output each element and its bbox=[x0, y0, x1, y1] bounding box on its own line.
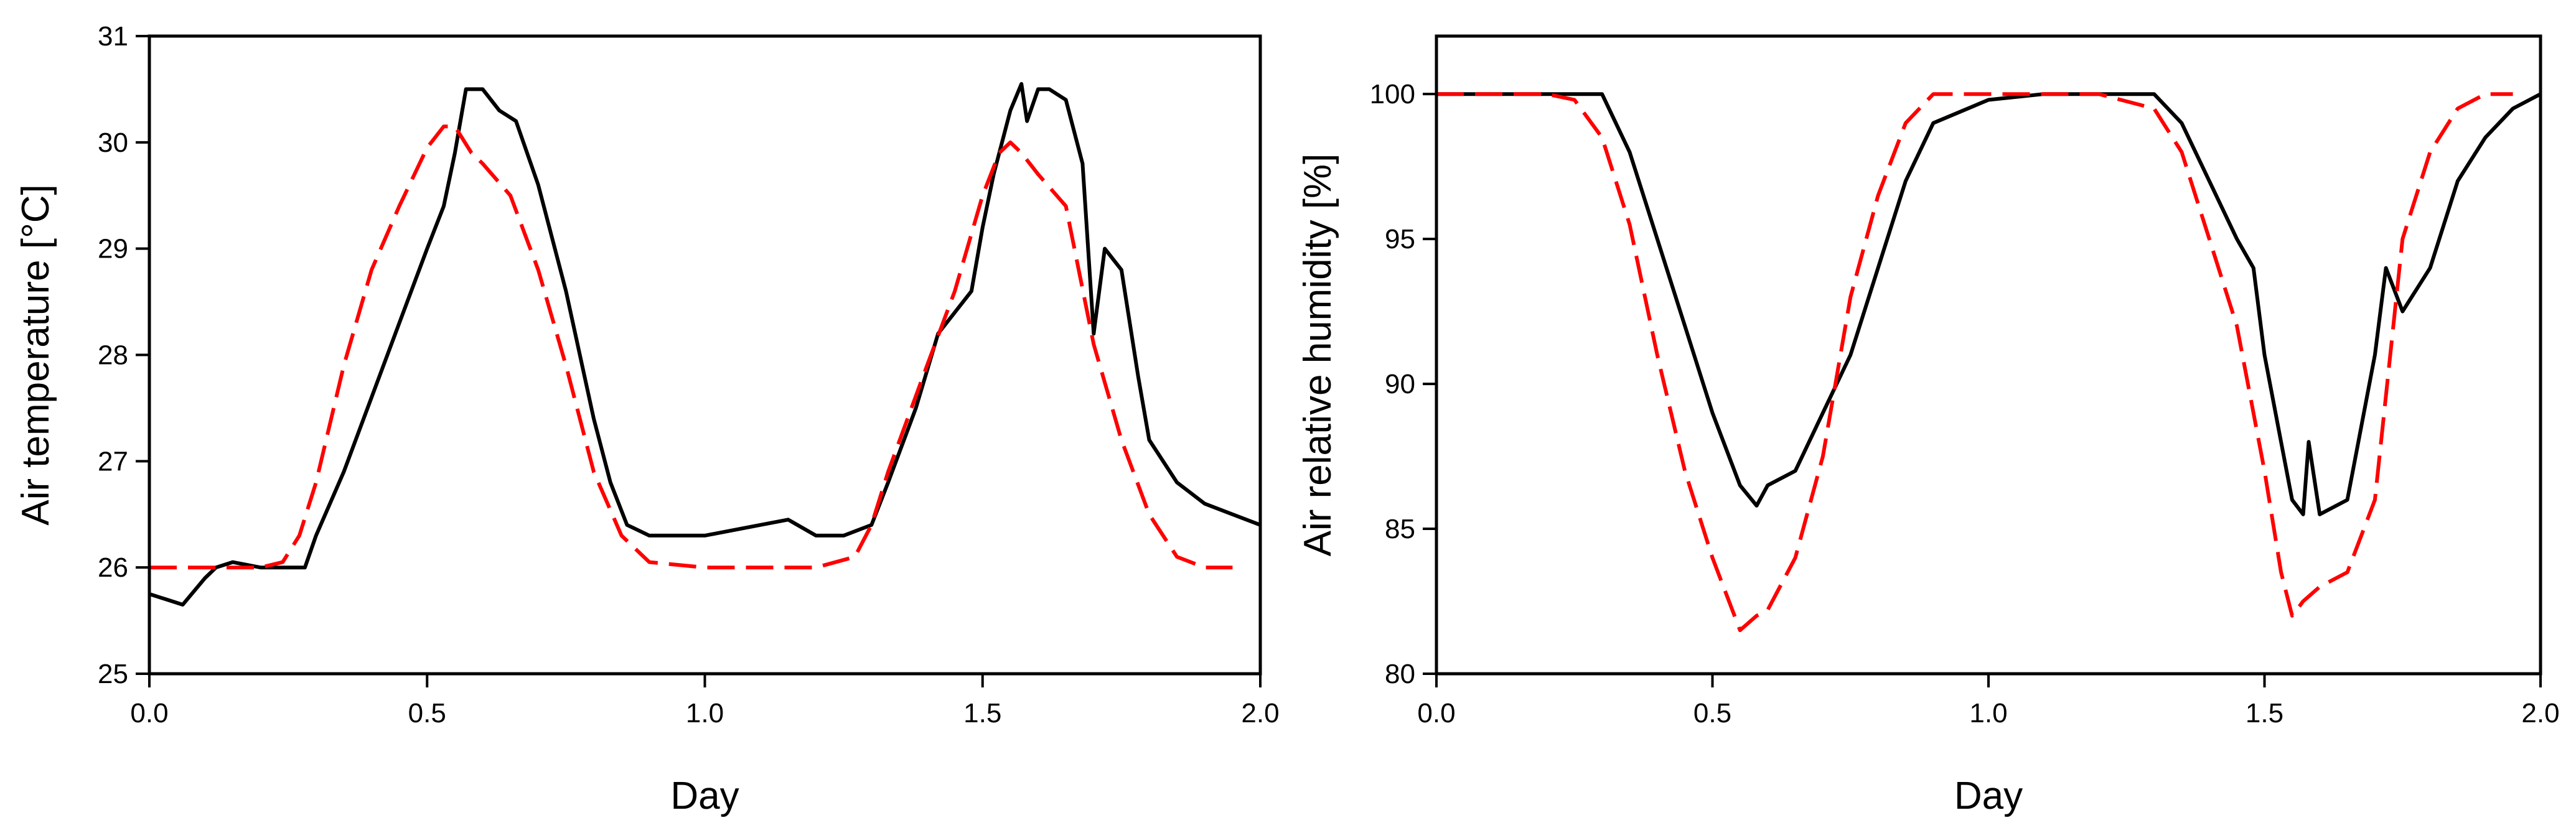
y-tick-label: 95 bbox=[1385, 224, 1415, 254]
y-tick-label: 80 bbox=[1385, 659, 1415, 689]
y-tick-label: 25 bbox=[98, 659, 128, 689]
x-axis-label: Day bbox=[1954, 775, 2023, 817]
x-tick-label: 2.0 bbox=[2521, 698, 2559, 728]
x-axis-label: Day bbox=[670, 775, 739, 817]
y-tick-label: 27 bbox=[98, 446, 128, 477]
y-tick-label: 26 bbox=[98, 552, 128, 583]
y-tick-label: 29 bbox=[98, 234, 128, 264]
series-line-simulated bbox=[149, 124, 1233, 570]
x-tick-label: 0.0 bbox=[130, 698, 168, 728]
y-tick-label: 30 bbox=[98, 128, 128, 158]
x-tick-label: 1.0 bbox=[686, 698, 724, 728]
temperature-chart: 0.0 0.5 1.0 1.5 2.0 25 26 27 28 29 30 31 Day Air temp… bbox=[14, 21, 1280, 817]
y-axis-label: Air temperature [°C] bbox=[14, 184, 57, 526]
series-line-measured bbox=[1436, 92, 2542, 516]
y-axis-label: Air relative humidity [%] bbox=[1296, 154, 1339, 557]
x-tick-label: 1.5 bbox=[963, 698, 1001, 728]
x-tick-label: 0.5 bbox=[408, 698, 446, 728]
x-tick-label: 1.5 bbox=[2246, 698, 2283, 728]
y-tick-label: 100 bbox=[1370, 79, 1415, 109]
x-tick-label: 0.5 bbox=[1693, 698, 1731, 728]
series-line-measured bbox=[149, 81, 1262, 607]
y-tick-label: 28 bbox=[98, 340, 128, 371]
y-tick-label: 90 bbox=[1385, 369, 1415, 399]
humidity-chart: 0.0 0.5 1.0 1.5 2.0 80 85 90 95 100 Day Air relativ… bbox=[1296, 34, 2560, 817]
series-line-simulated bbox=[1436, 92, 2513, 633]
x-tick-label: 0.0 bbox=[1417, 698, 1455, 728]
plot-frame bbox=[148, 34, 1262, 676]
x-tick-label: 1.0 bbox=[1969, 698, 2007, 728]
x-tick-label: 2.0 bbox=[1241, 698, 1279, 728]
y-tick-label: 85 bbox=[1385, 514, 1415, 544]
y-tick-label: 31 bbox=[98, 21, 128, 52]
